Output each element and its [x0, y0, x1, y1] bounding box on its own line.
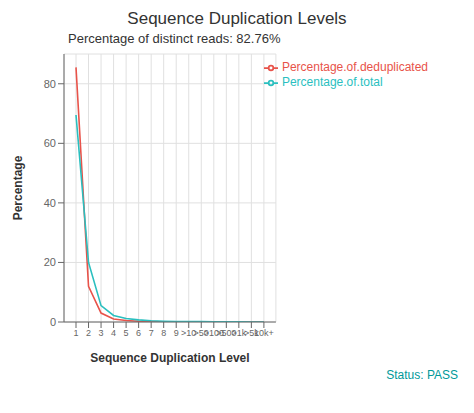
- svg-text:>5k: >5k: [244, 328, 259, 339]
- svg-text:>500: >500: [216, 328, 237, 339]
- svg-text:>1k: >1k: [231, 328, 247, 339]
- html-text:Percentage.of.deduplicated: Percentage.of.deduplicated: [281, 60, 428, 74]
- svg-text:5: 5: [124, 328, 129, 338]
- svg-text:Percentage: Percentage: [11, 155, 25, 220]
- svg-text:Sequence Duplication Level: Sequence Duplication Level: [90, 351, 249, 365]
- svg-text:0: 0: [50, 316, 56, 328]
- svg-text:4: 4: [111, 328, 116, 338]
- svg-text:>50: >50: [193, 328, 209, 339]
- svg-text:>100: >100: [203, 328, 224, 339]
- html-text:Sequence Duplication Levels: Sequence Duplication Levels: [127, 9, 347, 28]
- svg-text:20: 20: [44, 256, 56, 268]
- svg-text:9: 9: [174, 328, 179, 338]
- svg-text:60: 60: [44, 137, 56, 149]
- svg-text:6: 6: [136, 328, 141, 338]
- svg-text:40: 40: [44, 197, 56, 209]
- svg-text:80: 80: [44, 78, 56, 90]
- svg-text:2: 2: [86, 328, 91, 338]
- svg-text:3: 3: [99, 328, 104, 338]
- svg-text:8: 8: [161, 328, 166, 338]
- html-text:Percentage.of.total: Percentage.of.total: [281, 74, 383, 89]
- svg-text:7: 7: [149, 328, 154, 338]
- html-text:Status: PASS: Status: PASS: [386, 368, 458, 382]
- svg-text:>10: >10: [181, 328, 197, 339]
- svg-text:1: 1: [73, 328, 78, 338]
- html-text:Percentage of distinct reads:: Percentage of distinct reads: 82.76%: [68, 31, 281, 46]
- svg-text:10k+: 10k+: [254, 328, 274, 338]
